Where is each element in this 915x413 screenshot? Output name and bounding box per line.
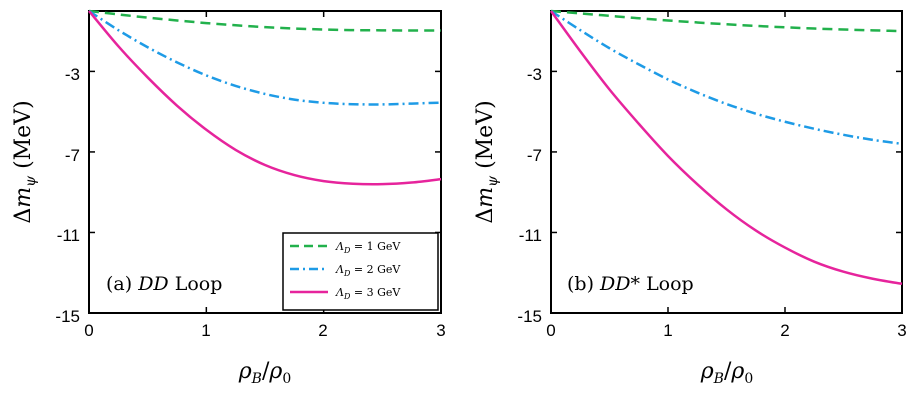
x-axis-label: ρB/ρ0	[700, 359, 754, 387]
series-layer	[88, 9, 442, 186]
x-tick-label: 2	[780, 321, 789, 340]
series-line-1	[88, 9, 442, 32]
panel-b: -3 -7 -11 -15 0 1 2 3 ρB/ρ0 Δmψ (MeV) (b…	[473, 9, 907, 387]
tick-marks	[88, 11, 442, 314]
x-tick-label: 1	[663, 321, 672, 340]
legend: ΛD = 1 GeV ΛD = 2 GeV ΛD = 3 GeV	[282, 232, 439, 311]
x-tick-label: 2	[318, 321, 327, 340]
series-line-3	[88, 10, 442, 186]
series-line-1	[550, 9, 903, 33]
y-tick-label: -15	[55, 307, 80, 326]
y-tick-label: -7	[65, 146, 80, 165]
y-tick-label: -7	[527, 146, 542, 165]
tick-marks	[550, 11, 903, 314]
x-tick-label: 1	[201, 321, 210, 340]
series-layer	[549, 9, 903, 286]
legend-entry-3: ΛD = 3 GeV	[335, 286, 401, 301]
y-tick-label: -3	[527, 65, 542, 84]
y-axis-label: Δmψ (MeV)	[473, 100, 501, 223]
y-tick-label: -15	[517, 307, 542, 326]
x-tick-label: 0	[84, 321, 93, 340]
y-tick-label: -3	[65, 65, 80, 84]
x-axis-label: ρB/ρ0	[238, 359, 292, 387]
x-tick-label: 0	[546, 321, 555, 340]
y-tick-label: -11	[57, 226, 80, 245]
x-tick-label: 3	[436, 321, 445, 340]
x-tick-label: 3	[897, 321, 906, 340]
panel-a: -3 -7 -11 -15 0 1 2 3 ρB/ρ0 Δmψ (MeV) (a…	[11, 9, 446, 387]
plot-frame	[88, 10, 442, 314]
panel-label: (b) DD* Loop	[567, 273, 694, 295]
series-line-2	[88, 9, 442, 106]
series-line-2	[550, 9, 903, 146]
plot-frame	[550, 10, 903, 314]
legend-entry-1: ΛD = 1 GeV	[335, 240, 401, 255]
y-tick-label: -11	[519, 226, 542, 245]
series-line-3	[549, 10, 903, 286]
y-axis-label: Δmψ (MeV)	[11, 100, 39, 223]
panel-label: (a) DD Loop	[106, 273, 222, 295]
legend-entry-2: ΛD = 2 GeV	[335, 263, 401, 278]
